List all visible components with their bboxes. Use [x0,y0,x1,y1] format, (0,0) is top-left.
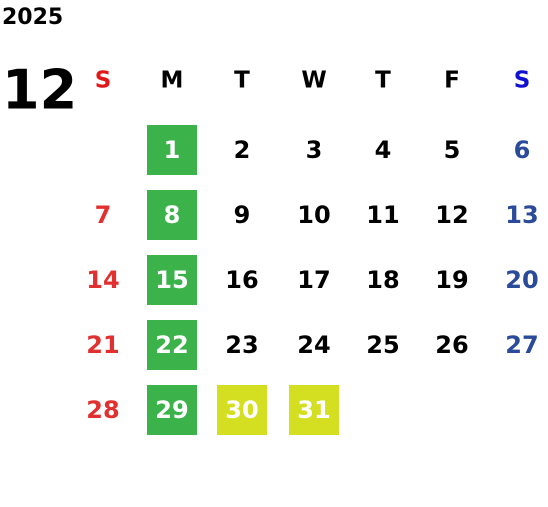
weekday-label: S [514,68,531,94]
day-number: 6 [514,136,531,164]
weekday-label: W [301,68,326,94]
day-number: 4 [375,136,392,164]
day-number: 14 [86,266,119,294]
day-number: 3 [306,136,323,164]
year: 2025 [2,5,63,30]
day-number: 9 [234,201,251,229]
day-highlight [147,255,197,305]
day-highlight [147,125,197,175]
day-number: 29 [155,396,188,424]
day-number: 21 [86,331,119,359]
day-highlight [289,385,339,435]
day-number: 23 [225,331,258,359]
day-number: 16 [225,266,258,294]
day-highlight [147,320,197,370]
day-number: 1 [164,136,181,164]
month: 12 [2,59,77,122]
day-number: 30 [225,396,258,424]
day-number: 10 [297,201,330,229]
day-number: 27 [505,331,538,359]
weekday-label: F [444,68,460,94]
day-number: 5 [444,136,461,164]
day-number: 22 [155,331,188,359]
weekday-label: T [234,68,250,94]
day-number: 12 [435,201,468,229]
day-number: 28 [86,396,119,424]
day-number: 19 [435,266,468,294]
day-number: 7 [95,201,112,229]
day-number: 8 [164,201,181,229]
day-number: 11 [366,201,399,229]
day-number: 2 [234,136,251,164]
day-number: 15 [155,266,188,294]
day-highlight [147,385,197,435]
day-highlight [147,190,197,240]
day-number: 17 [297,266,330,294]
day-number: 20 [505,266,538,294]
day-number: 26 [435,331,468,359]
weekday-label: S [95,68,112,94]
weekday-label: T [375,68,391,94]
day-number: 31 [297,396,330,424]
weekday-label: M [161,68,184,94]
day-highlight [217,385,267,435]
day-number: 18 [366,266,399,294]
day-number: 25 [366,331,399,359]
day-number: 24 [297,331,330,359]
day-number: 13 [505,201,538,229]
